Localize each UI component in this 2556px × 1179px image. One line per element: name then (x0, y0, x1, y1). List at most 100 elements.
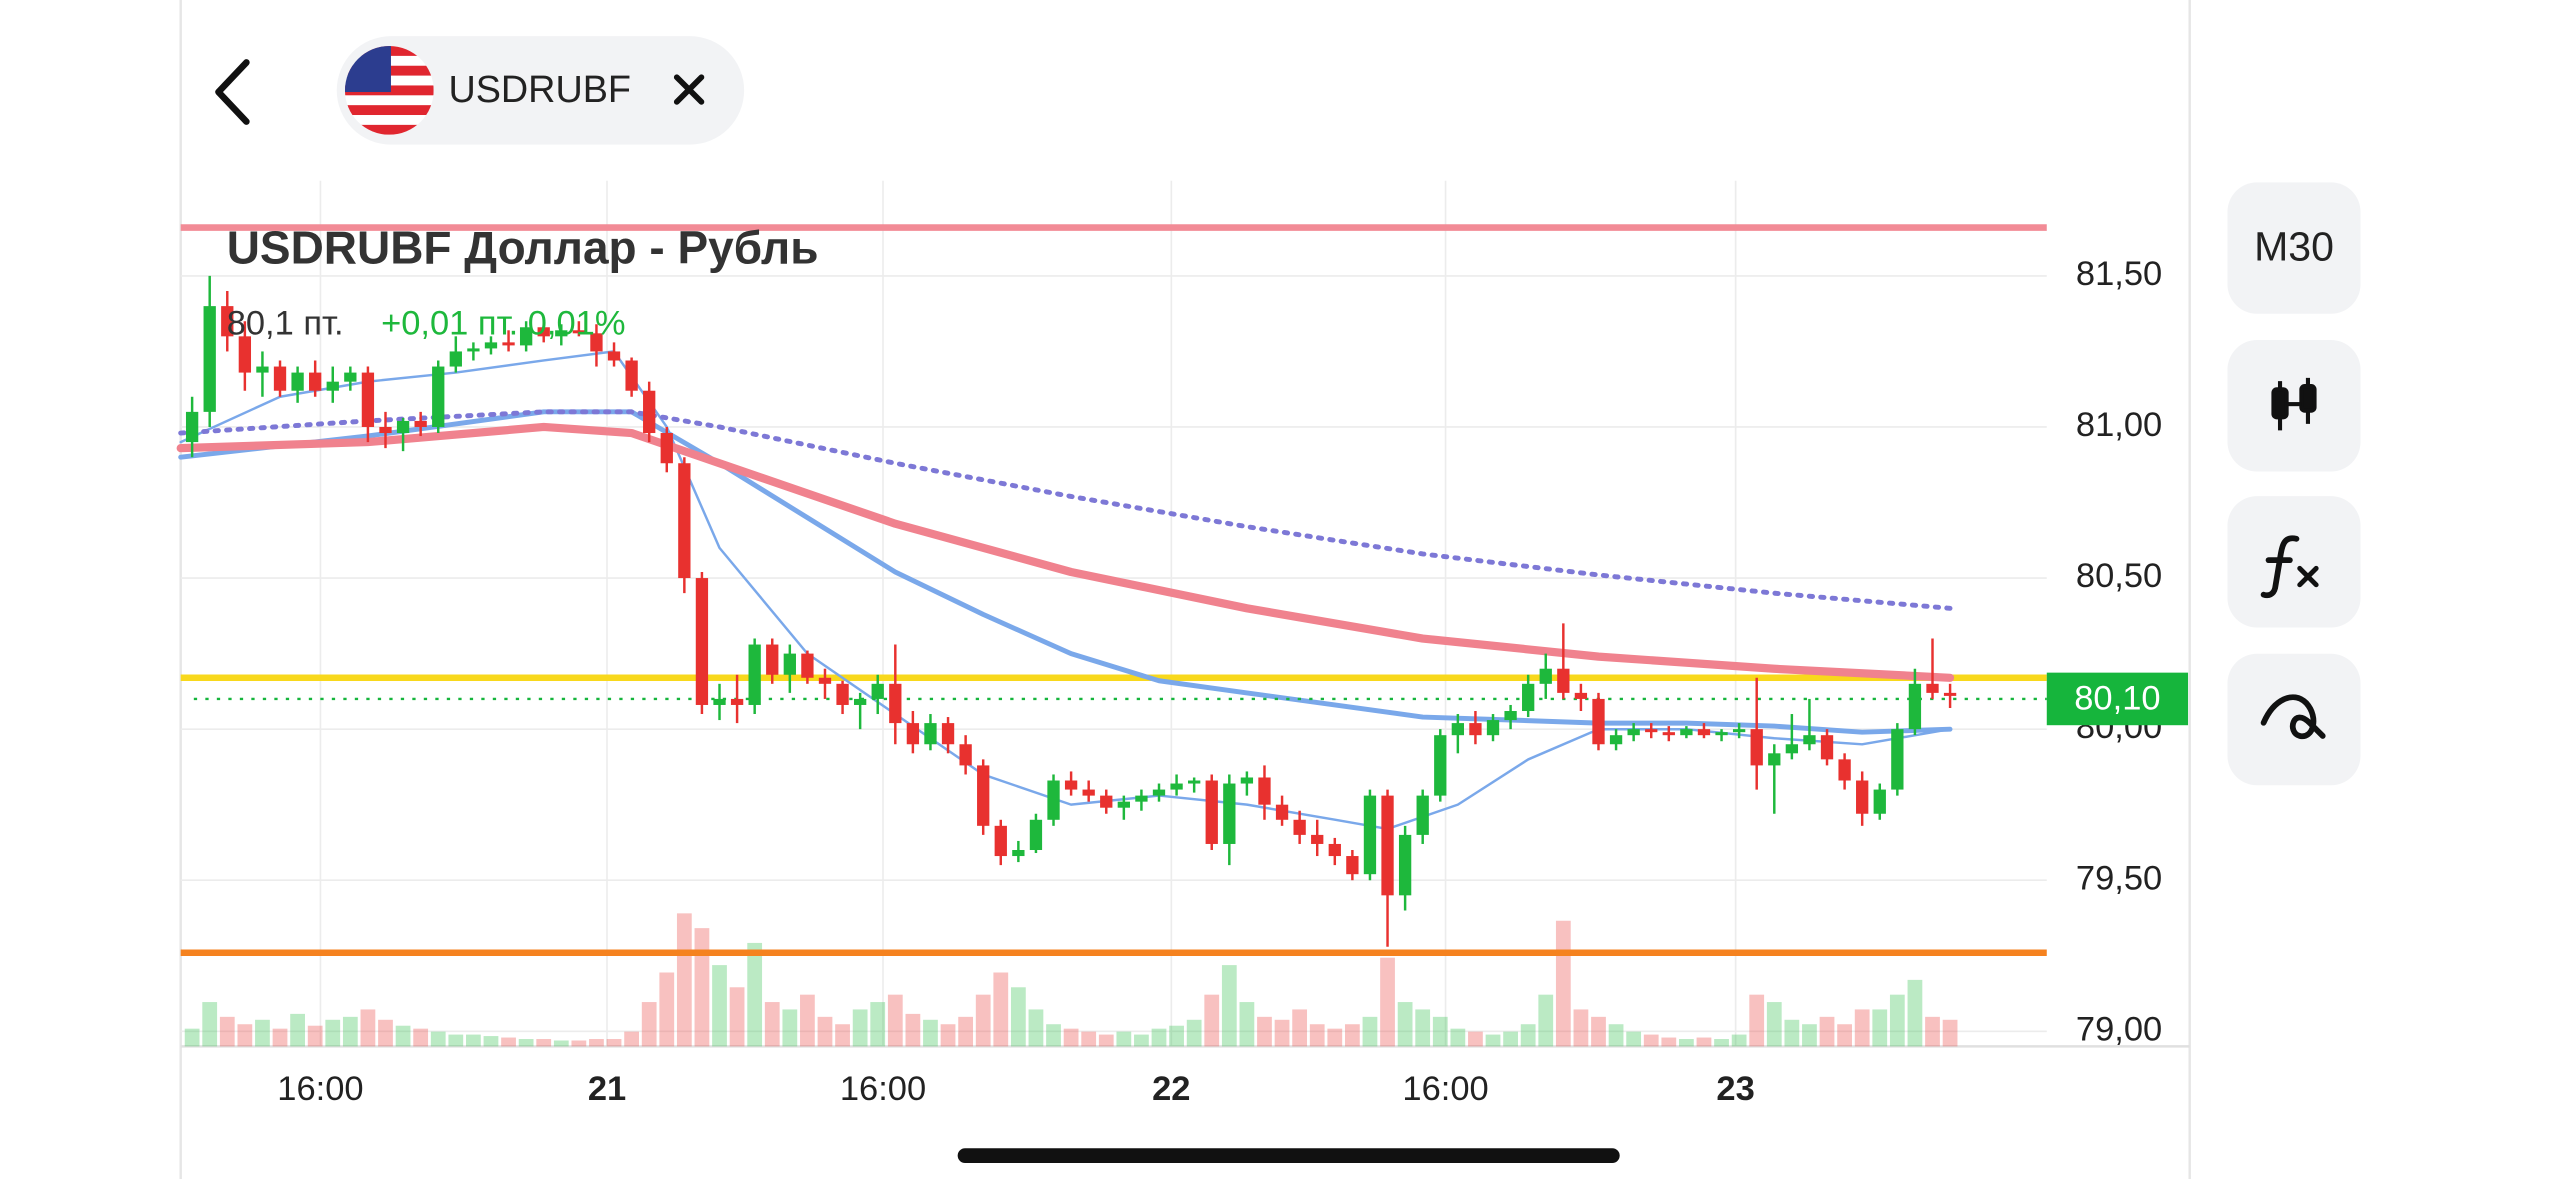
candle (1891, 723, 1904, 796)
candle (977, 759, 990, 835)
candle (1275, 795, 1289, 826)
volume-bar (272, 1028, 288, 1047)
volume-bar (342, 1016, 358, 1047)
volume-bar (1380, 957, 1395, 1047)
candle (1152, 783, 1166, 802)
candle (1838, 753, 1851, 790)
candle (695, 572, 709, 715)
candle-body (1715, 732, 1728, 736)
candle (396, 417, 410, 452)
candle (1522, 674, 1535, 718)
candle-body (1346, 856, 1359, 875)
volume-bar (430, 1031, 446, 1047)
candle (818, 668, 832, 699)
volume-bar (1731, 1034, 1747, 1047)
candle-body (1469, 723, 1482, 736)
candle-body (818, 677, 832, 684)
candle (432, 360, 445, 434)
candle (924, 714, 937, 751)
candle (748, 638, 761, 715)
candle-body (1188, 780, 1201, 784)
candle (1803, 698, 1816, 751)
candle (519, 321, 533, 352)
volume-bar (1591, 1016, 1606, 1047)
volume-bar (1503, 1031, 1518, 1047)
x-tick-label: 22 (1152, 1070, 1190, 1108)
candle (1873, 783, 1886, 820)
volume-bar (1274, 1019, 1290, 1047)
candle (572, 321, 586, 337)
candle (379, 411, 392, 449)
volume-bar (1766, 1002, 1782, 1047)
volume-bar (1309, 1024, 1325, 1047)
candle-body (1170, 783, 1183, 790)
candle-body (853, 698, 867, 705)
candle (660, 426, 673, 473)
volume-bar (1819, 1016, 1835, 1047)
candle (959, 735, 972, 775)
volume-bar (1538, 994, 1554, 1047)
candle-body (924, 723, 937, 745)
candle-body (1082, 789, 1095, 796)
candle (607, 342, 621, 367)
candle-body (783, 653, 796, 675)
candle-body (1785, 744, 1799, 754)
back-button[interactable] (189, 49, 271, 131)
candle-body (273, 366, 287, 391)
volume-bar (1872, 1009, 1888, 1047)
drawing-button[interactable] (2227, 653, 2361, 786)
candle-body (256, 366, 269, 373)
candle-body (502, 342, 515, 346)
volume-bar (782, 1009, 798, 1047)
candle-body (361, 372, 375, 427)
candle (1609, 729, 1623, 751)
chart-type-button[interactable] (2227, 340, 2361, 472)
candle-body (1908, 683, 1922, 730)
candle-body (660, 433, 673, 464)
candle-body (1117, 801, 1130, 808)
volume-bar (1802, 1024, 1817, 1047)
candle-body (291, 372, 304, 391)
candle (502, 330, 515, 352)
candle (730, 674, 744, 724)
volume-bar (219, 1016, 235, 1047)
candle (414, 411, 427, 437)
candle-body (1609, 735, 1623, 745)
candle (1574, 683, 1588, 712)
volume-bar (378, 1019, 393, 1047)
last-price-label: 80,10 (2074, 680, 2160, 718)
candle-body (730, 698, 744, 705)
volume-bar (1010, 987, 1026, 1047)
volume-bar (589, 1039, 604, 1047)
volume-bar (325, 1019, 341, 1047)
candle-body (1662, 732, 1675, 736)
volume-bar (1942, 1019, 1958, 1047)
candle (361, 366, 375, 443)
candle (1223, 774, 1236, 866)
candle-body (1205, 780, 1218, 844)
candle (1715, 729, 1728, 742)
symbol-tab[interactable]: USDRUBF (336, 36, 745, 145)
volume-bar (1626, 1031, 1642, 1047)
candle (783, 644, 796, 693)
candle (1012, 840, 1025, 863)
volume-bar (1257, 1016, 1272, 1047)
candle-body (572, 330, 586, 334)
candle-body (1539, 668, 1552, 684)
candle (309, 360, 322, 397)
candle-body (519, 327, 533, 346)
volume-bar (1063, 1028, 1079, 1047)
volume-bar (923, 1019, 938, 1047)
volume-bar (747, 942, 763, 1047)
candle (273, 360, 287, 397)
candle (449, 336, 462, 373)
candle-body (484, 342, 498, 349)
volume-bar (659, 972, 675, 1047)
candle (221, 291, 234, 352)
volume-bar (553, 1040, 569, 1047)
candle-body (1434, 735, 1447, 796)
candle (291, 366, 304, 403)
volume-bar (571, 1040, 587, 1047)
timeframe-button[interactable]: M30 (2227, 182, 2361, 314)
indicators-button[interactable] (2227, 496, 2361, 628)
